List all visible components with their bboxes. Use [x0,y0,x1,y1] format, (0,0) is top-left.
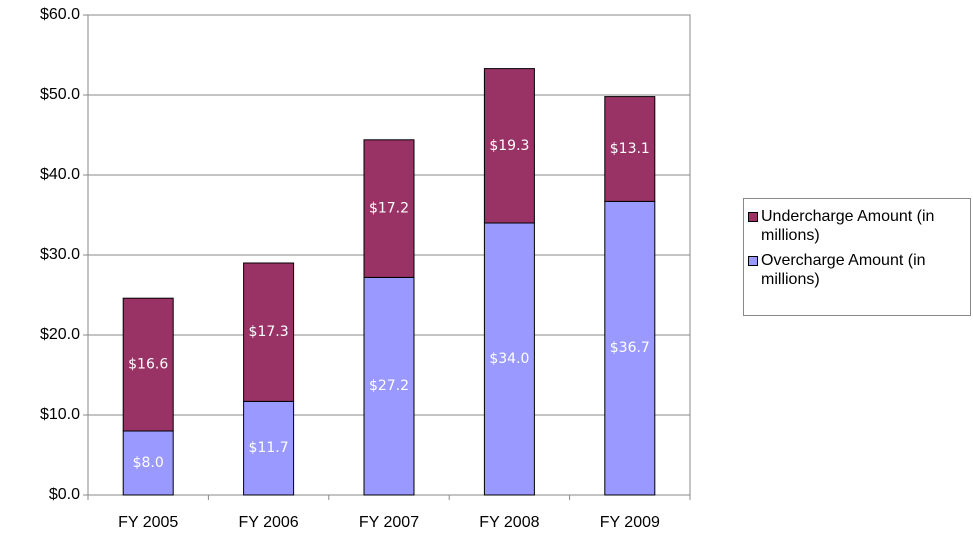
data-label: $36.7 [610,340,650,356]
x-tick-label: FY 2005 [118,514,178,531]
y-tick-label: $20.0 [40,326,80,343]
bar-segment [483,68,535,224]
bar-segment [363,276,415,496]
bar-segment [604,96,656,202]
x-tick-label: FY 2006 [238,514,298,531]
x-tick-label: FY 2008 [479,514,539,531]
legend-label: Overcharge Amount (in millions) [761,252,926,288]
data-label: $27.2 [369,378,409,394]
data-label: $17.2 [369,201,409,217]
data-label: $16.6 [128,357,168,373]
bar-segment [243,262,295,402]
data-label: $17.3 [249,324,289,340]
bar-segment [604,200,656,496]
bar-segment [483,222,535,496]
y-tick-label: $0.0 [49,486,80,503]
x-tick-label: FY 2009 [600,514,660,531]
y-tick-label: $60.0 [40,6,80,23]
data-label: $34.0 [489,351,529,367]
x-tick-label: FY 2007 [359,514,419,531]
legend-item: Undercharge Amount (in millions) [748,207,966,245]
bar-segment [122,297,174,432]
legend-swatch [748,212,758,222]
legend-label: Undercharge Amount (in millions) [761,208,935,244]
data-label: $19.3 [489,138,529,154]
legend: Undercharge Amount (in millions) Overchar… [743,198,971,316]
y-tick-label: $10.0 [40,406,80,423]
legend-item: Overcharge Amount (in millions) [748,251,966,289]
legend-swatch [748,256,758,266]
y-tick-label: $50.0 [40,86,80,103]
bar-segment [363,139,415,278]
data-label: $13.1 [610,141,650,157]
y-tick-label: $40.0 [40,166,80,183]
data-label: $8.0 [133,455,164,471]
data-label: $11.7 [249,440,289,456]
y-tick-label: $30.0 [40,246,80,263]
bar-segment [243,400,295,496]
